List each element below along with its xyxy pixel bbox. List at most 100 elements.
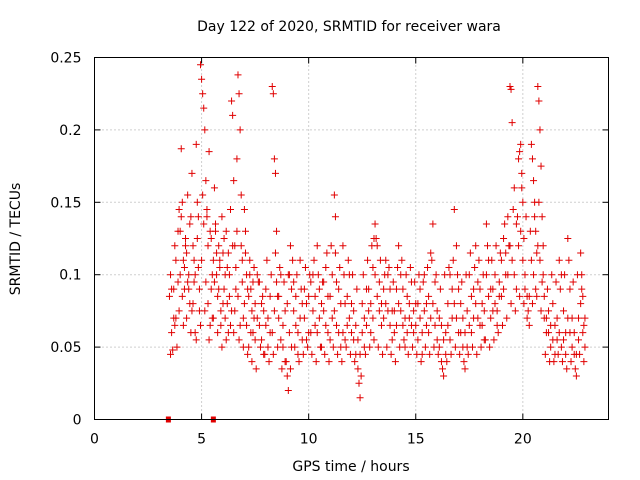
data-point: [493, 307, 501, 315]
data-point: [182, 235, 190, 242]
data-point: [285, 329, 293, 337]
data-point: [179, 321, 187, 329]
data-point: [461, 329, 469, 337]
data-point: [313, 329, 321, 337]
data-point: [340, 271, 348, 279]
data-point: [176, 227, 184, 235]
data-point: [331, 213, 339, 221]
data-point: [268, 82, 276, 90]
data-point: [187, 213, 195, 221]
data-point: [500, 285, 508, 293]
data-point: [215, 242, 223, 250]
data-point: [311, 292, 319, 300]
data-point: [520, 235, 528, 242]
data-point: [355, 379, 363, 387]
data-point: [179, 256, 187, 264]
data-point: [304, 343, 312, 351]
data-point: [364, 256, 372, 264]
data-point: [336, 263, 344, 271]
data-point: [168, 285, 176, 293]
data-point: [561, 271, 569, 279]
data-point: [344, 256, 352, 264]
data-point: [491, 271, 499, 279]
data-point: [268, 329, 276, 337]
data-point: [222, 227, 230, 235]
data-point: [251, 336, 259, 344]
data-point: [229, 111, 237, 119]
data-point: [213, 249, 221, 257]
data-point: [308, 350, 316, 358]
data-point: [560, 307, 568, 315]
data-point: [246, 271, 254, 279]
data-point: [258, 336, 266, 344]
data-point: [231, 307, 239, 315]
data-point: [239, 314, 247, 322]
data-point: [424, 263, 432, 271]
data-point: [289, 256, 297, 264]
data-point: [261, 350, 269, 358]
data-point: [458, 278, 466, 286]
data-point: [192, 140, 200, 148]
data-point: [193, 235, 201, 242]
data-point: [177, 145, 185, 153]
data-point: [275, 314, 283, 322]
data-point: [331, 249, 339, 257]
data-point: [386, 321, 394, 329]
data-point: [322, 263, 330, 271]
data-point: [504, 271, 512, 279]
data-point: [265, 358, 273, 366]
data-point: [198, 75, 206, 83]
data-point: [253, 314, 261, 322]
data-point: [353, 285, 361, 293]
data-point: [274, 343, 282, 351]
data-point: [215, 285, 223, 293]
data-point: [299, 350, 307, 358]
data-point: [492, 242, 500, 250]
data-point: [455, 285, 463, 293]
data-point: [358, 329, 366, 337]
data-point: [183, 249, 191, 257]
data-point: [525, 292, 533, 300]
data-point: [575, 336, 583, 344]
data-point: [358, 300, 366, 308]
data-point: [359, 271, 367, 279]
data-point: [567, 358, 575, 366]
data-point: [273, 227, 281, 235]
data-point: [357, 372, 365, 380]
data-point: [284, 271, 292, 279]
data-point: [524, 307, 532, 315]
data-point: [195, 285, 203, 293]
data-point: [301, 263, 309, 271]
data-point: [312, 358, 320, 366]
data-point: [526, 227, 534, 235]
data-point: [208, 271, 216, 279]
data-point: [327, 242, 335, 250]
data-point: [539, 271, 547, 279]
data-point: [348, 329, 355, 337]
data-point: [530, 271, 538, 279]
data-point: [232, 285, 240, 293]
x-tick-label: 15: [407, 432, 425, 448]
data-point: [579, 292, 587, 300]
data-point: [205, 336, 213, 344]
data-point: [547, 343, 555, 351]
data-point: [549, 300, 557, 308]
data-point: [366, 343, 374, 351]
data-point: [399, 321, 407, 329]
data-point: [199, 191, 207, 199]
data-point: [570, 329, 578, 337]
data-point: [406, 263, 414, 271]
data-point: [557, 343, 565, 351]
data-point: [385, 263, 393, 271]
plot-frame: [94, 57, 609, 420]
data-point: [503, 314, 511, 322]
data-point: [279, 321, 287, 329]
data-point: [370, 336, 378, 344]
data-point: [235, 90, 243, 98]
data-point: [556, 285, 564, 293]
data-point: [532, 285, 540, 293]
data-point: [405, 300, 413, 308]
data-point: [313, 242, 321, 250]
data-point: [464, 350, 472, 358]
data-point: [580, 321, 588, 329]
